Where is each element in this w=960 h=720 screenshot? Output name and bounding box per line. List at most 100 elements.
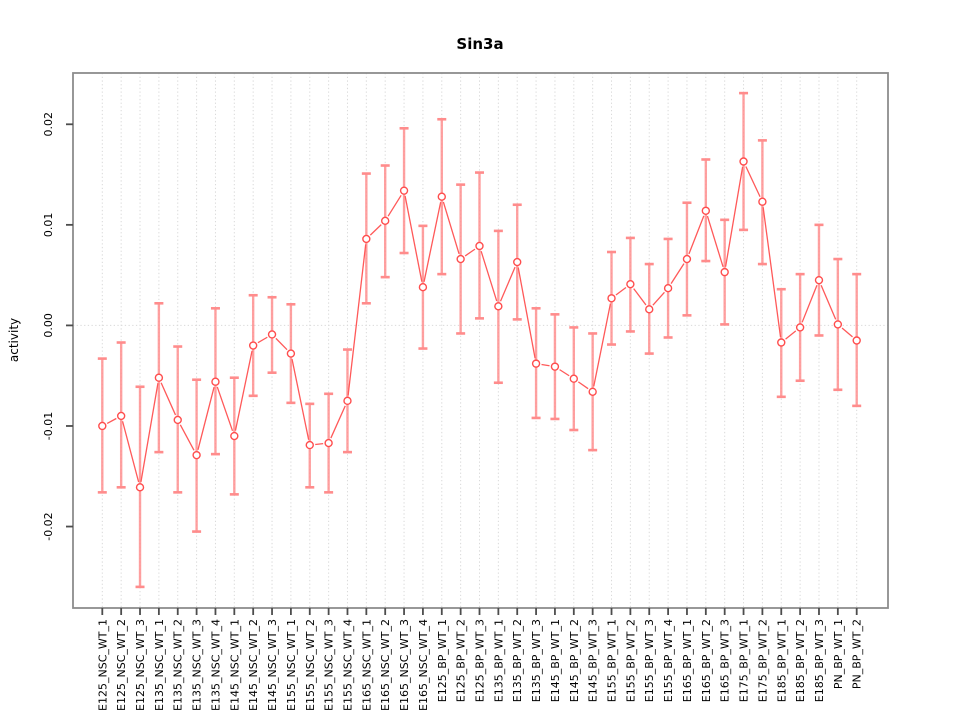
y-tick-label: 0.02 xyxy=(42,112,55,137)
y-tick-label: 0.00 xyxy=(42,313,55,338)
series-segment xyxy=(517,267,536,359)
x-tick-label: E185_BP_WT_3 xyxy=(813,619,826,702)
series-segment xyxy=(801,285,818,323)
x-tick-label: E135_BP_WT_2 xyxy=(511,619,524,702)
y-tick-label: -0.02 xyxy=(42,512,55,540)
series-segment xyxy=(593,303,612,387)
data-point-marker xyxy=(230,431,239,441)
x-tick-label: E155_BP_WT_1 xyxy=(606,619,619,702)
data-point-marker xyxy=(343,396,352,406)
series-segment xyxy=(140,383,159,483)
data-point-marker xyxy=(248,341,258,350)
y-tick-label: -0.01 xyxy=(42,412,55,440)
data-point-marker xyxy=(550,362,560,371)
series-segment xyxy=(404,195,423,282)
plot-border xyxy=(72,72,889,609)
series-segment xyxy=(745,166,761,198)
series-segment xyxy=(257,336,268,344)
x-tick-label: E165_NSC_WT_1 xyxy=(360,619,373,711)
data-point-marker xyxy=(116,411,126,421)
x-tick-label: E165_NSC_WT_4 xyxy=(417,619,430,711)
series-segment xyxy=(387,194,402,217)
series-segment xyxy=(841,327,853,338)
x-tick-label: E155_NSC_WT_2 xyxy=(304,619,317,711)
series-segment xyxy=(499,266,516,302)
x-tick-label: E155_NSC_WT_4 xyxy=(341,619,354,711)
data-point-marker xyxy=(645,305,654,314)
x-tick-label: E165_BP_WT_3 xyxy=(719,619,732,702)
x-tick-label: E155_NSC_WT_3 xyxy=(323,619,336,711)
x-tick-label: E155_NSC_WT_1 xyxy=(285,619,298,711)
series-segment xyxy=(559,369,570,377)
series-segment xyxy=(315,443,324,446)
series-segment xyxy=(706,215,724,268)
data-point-marker xyxy=(98,421,107,431)
series-segment xyxy=(820,284,837,320)
data-point-marker xyxy=(267,330,277,339)
series-segment xyxy=(330,405,346,439)
series-segment xyxy=(121,421,140,483)
x-tick-label: E125_NSC_WT_2 xyxy=(115,619,128,711)
series-segment xyxy=(670,263,685,284)
x-tick-label: E125_BP_WT_1 xyxy=(436,619,449,702)
y-tick-label: 0.01 xyxy=(42,213,55,238)
x-tick-label: PN_BP_WT_2 xyxy=(851,619,864,689)
series-segment xyxy=(291,358,310,440)
x-tick-label: PN_BP_WT_1 xyxy=(832,619,845,689)
series-segment xyxy=(216,386,234,432)
x-tick-label: E135_NSC_WT_3 xyxy=(191,619,204,711)
data-point-marker xyxy=(362,234,371,244)
data-point-marker xyxy=(739,157,748,166)
data-point-marker xyxy=(682,254,692,264)
data-point-marker xyxy=(456,254,465,264)
series-segment xyxy=(197,386,215,450)
y-axis-label: activity xyxy=(7,318,21,362)
data-point-marker xyxy=(531,359,541,368)
series-segment xyxy=(480,251,498,302)
data-layer xyxy=(97,91,862,589)
x-tick-label: E145_NSC_WT_1 xyxy=(228,619,241,711)
series-segment xyxy=(724,166,744,267)
x-tick-label: E155_BP_WT_4 xyxy=(662,619,675,702)
series-segment xyxy=(275,337,288,351)
series-segment xyxy=(369,224,382,236)
data-point-marker xyxy=(324,438,333,448)
data-point-marker xyxy=(381,216,390,226)
data-point-marker xyxy=(305,440,314,450)
series-segment xyxy=(106,417,117,424)
series-segment xyxy=(652,291,665,306)
x-tick-label: E155_BP_WT_2 xyxy=(624,619,637,702)
x-tick-label: E155_BP_WT_3 xyxy=(643,619,656,702)
data-point-marker xyxy=(852,336,861,345)
x-tick-label: E185_BP_WT_2 xyxy=(794,619,807,702)
data-point-marker xyxy=(758,197,767,206)
series-segment xyxy=(577,381,589,390)
data-point-marker xyxy=(607,294,616,303)
series-segment xyxy=(234,350,253,431)
data-point-marker xyxy=(494,302,503,311)
series-segment xyxy=(688,215,705,255)
series-segment xyxy=(785,330,797,340)
x-tick-label: E145_NSC_WT_2 xyxy=(247,619,260,711)
label-layer: -0.02 -0.01 0.00 0.01 0.02 E125_NSC_WT_1 E125_… xyxy=(42,112,864,711)
data-point-marker xyxy=(814,275,824,285)
x-tick-label: E135_NSC_WT_2 xyxy=(172,619,185,711)
data-point-marker xyxy=(569,374,578,383)
x-tick-label: E145_BP_WT_1 xyxy=(549,619,562,702)
x-tick-label: E145_NSC_WT_3 xyxy=(266,619,279,711)
data-point-marker xyxy=(135,483,145,492)
x-tick-label: E185_BP_WT_1 xyxy=(775,619,788,702)
x-tick-label: E165_BP_WT_2 xyxy=(700,619,713,702)
data-point-marker xyxy=(701,206,711,215)
x-tick-label: E175_BP_WT_2 xyxy=(756,619,769,702)
data-point-marker xyxy=(720,267,729,277)
x-tick-label: E165_NSC_WT_2 xyxy=(379,619,392,711)
x-tick-label: E145_BP_WT_2 xyxy=(568,619,581,702)
data-point-marker xyxy=(437,192,446,201)
data-point-marker xyxy=(192,450,201,460)
data-point-marker xyxy=(154,373,164,382)
data-point-marker xyxy=(475,241,484,251)
data-point-marker xyxy=(626,279,635,289)
series-segment xyxy=(347,244,367,396)
